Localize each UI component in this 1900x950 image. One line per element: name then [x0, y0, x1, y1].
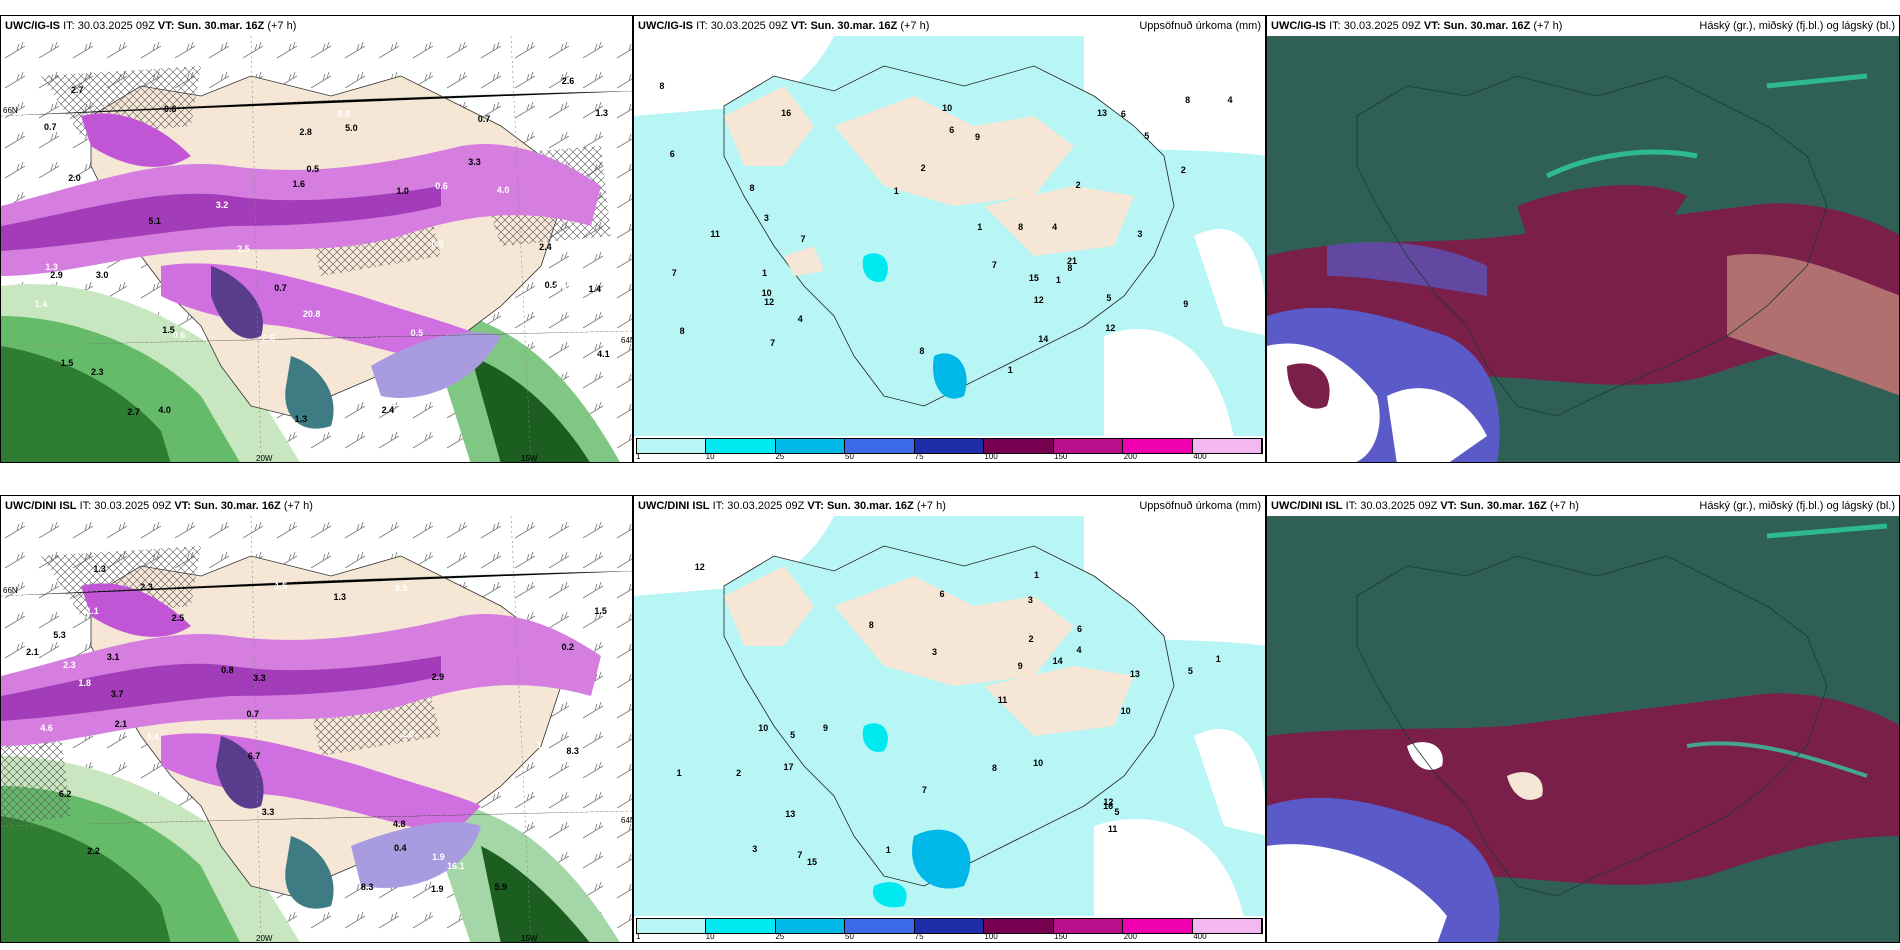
legend-swatch [1053, 439, 1124, 453]
cloud-map [1267, 36, 1899, 462]
legend-swatch [1123, 919, 1193, 933]
legend-tick-label: 200 [1123, 452, 1138, 461]
precip-legend: 1 10 25 50 75 100 150 200 400 [634, 916, 1265, 942]
precip-map: 1 2 3 8 6 10 8 7 2 13 4 1 8 8 1 11 12 8 7 6 9 5 9 6 7 12 21 14 4 1 1 2 3… [634, 36, 1265, 438]
legend-tick-label: 50 [845, 932, 854, 941]
legend-tick-label: 75 [914, 452, 924, 461]
legend-swatch [637, 919, 707, 933]
panel-title: Háský (gr.), miðský (fj.bl.) og lágský (… [1699, 20, 1895, 32]
legend-swatch [1123, 439, 1193, 453]
cloud-map [1267, 516, 1899, 942]
legend-tick-label: 100 [984, 932, 998, 941]
legend-tick-label: 1 [636, 932, 641, 941]
legend-swatch [706, 439, 776, 453]
legend-tick-label: 150 [1054, 452, 1068, 461]
legend-tick-label: 25 [775, 452, 785, 461]
legend-swatch [1192, 919, 1262, 933]
legend-tick-label: 1 [636, 452, 641, 461]
panel-title: Háský (gr.), miðský (fj.bl.) og lágský (… [1699, 500, 1895, 512]
panel-header: UWC/IG-IS IT: 30.03.2025 09Z VT: Sun. 30… [1267, 16, 1899, 36]
snow-wind-map: 20W 15W 66N 64N 0.50.60.51.31.32.02.53.0… [1, 36, 632, 462]
legend-tick-label: 150 [1054, 932, 1068, 941]
panel-top-left: UWC/IG-IS IT: 30.03.2025 09Z VT: Sun. 30… [0, 15, 633, 463]
legend-swatch [845, 919, 915, 933]
panel-header: UWC/DINI ISL IT: 30.03.2025 09Z VT: Sun.… [634, 496, 1265, 516]
legend-swatch [706, 919, 776, 933]
legend-tick-label: 75 [914, 932, 924, 941]
panel-top-middle: UWC/IG-IS IT: 30.03.2025 09Z VT: Sun. 30… [633, 15, 1266, 463]
panel-title: Uppsöfnuð úrkoma (mm) [1139, 20, 1261, 32]
snow-wind-map: 20W 15W 66N 64N 1.11.31.51.62.53.12.34.8… [1, 516, 632, 942]
legend-tick-label: 100 [984, 452, 998, 461]
legend-tick-label: 400 [1193, 932, 1207, 941]
legend-swatch [845, 439, 915, 453]
legend-swatch [1192, 439, 1262, 453]
legend-swatch [775, 439, 846, 453]
panel-bottom-middle: UWC/DINI ISL IT: 30.03.2025 09Z VT: Sun.… [633, 495, 1266, 943]
legend-swatch [914, 439, 985, 453]
panel-title: Uppsöfnuð úrkoma (mm) [1139, 500, 1261, 512]
legend-swatch [775, 919, 846, 933]
panel-header: UWC/IG-IS IT: 30.03.2025 09Z VT: Sun. 30… [634, 16, 1265, 36]
legend-tick-label: 50 [845, 452, 854, 461]
panel-top-right: UWC/IG-IS IT: 30.03.2025 09Z VT: Sun. 30… [1266, 15, 1900, 463]
panel-bottom-left: UWC/DINI ISL IT: 30.03.2025 09Z VT: Sun.… [0, 495, 633, 943]
panel-header: UWC/DINI ISL IT: 30.03.2025 09Z VT: Sun.… [1, 496, 632, 516]
legend-swatch [1053, 919, 1124, 933]
precip-map: 1 3 11 2 6 10 5 7 8 10 12 13 4 1 3 5 7 14 10 9 16 13 17 12 15 11 5… [634, 516, 1265, 918]
legend-swatch [637, 439, 707, 453]
legend-tick-label: 10 [705, 452, 715, 461]
legend-swatch [914, 919, 985, 933]
panel-header: UWC/DINI ISL IT: 30.03.2025 09Z VT: Sun.… [1267, 496, 1899, 516]
legend-tick-label: 10 [705, 932, 715, 941]
legend-tick-label: 400 [1193, 452, 1207, 461]
legend-swatch [984, 439, 1054, 453]
legend-swatch [984, 919, 1054, 933]
panel-bottom-right: UWC/DINI ISL IT: 30.03.2025 09Z VT: Sun.… [1266, 495, 1900, 943]
legend-tick-label: 25 [775, 932, 785, 941]
legend-tick-label: 200 [1123, 932, 1138, 941]
panel-header: UWC/IG-IS IT: 30.03.2025 09Z VT: Sun. 30… [1, 16, 632, 36]
precip-legend: 1 10 25 50 75 100 150 200 400 [634, 436, 1265, 462]
